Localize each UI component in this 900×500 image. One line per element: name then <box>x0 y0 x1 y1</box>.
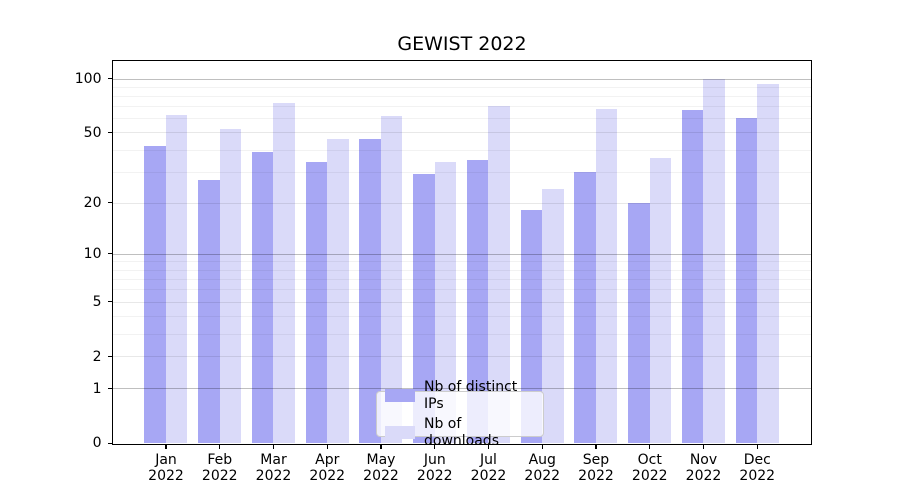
x-tick-mark-oct-2022 <box>649 444 651 449</box>
y-tick-mark-20 <box>107 202 112 204</box>
y-gridline-70 <box>113 106 811 108</box>
legend-item-nb-of-distinct-ips: Nb of distinct IPs <box>385 379 535 413</box>
x-tick-mark-sep-2022 <box>595 444 597 449</box>
x-tick-mark-dec-2022 <box>756 444 758 449</box>
x-tick-label-jan-2022: Jan 2022 <box>148 452 184 484</box>
bar-nb-of-distinct-ips-nov-2022 <box>681 109 704 444</box>
grid-layer <box>113 61 811 444</box>
x-tick-mark-nov-2022 <box>702 444 705 449</box>
x-tick-label-oct-2022: Oct 2022 <box>631 452 668 484</box>
chart-title: GEWIST 2022 <box>397 33 527 55</box>
x-tick-label-nov-2022: Nov 2022 <box>685 452 722 484</box>
y-gridline-60 <box>113 118 811 120</box>
y-gridline-100 <box>113 78 811 80</box>
y-gridline-20 <box>113 202 811 204</box>
y-gridline-4 <box>113 315 811 317</box>
bar-nb-of-downloads-feb-2022 <box>219 129 242 444</box>
y-tick-label-100: 100 <box>74 70 102 87</box>
bar-nb-of-downloads-dec-2022 <box>757 84 779 444</box>
y-gridline-50 <box>113 132 811 134</box>
bar-nb-of-downloads-jul-2022 <box>488 106 510 444</box>
bar-nb-of-distinct-ips-mar-2022 <box>251 151 274 444</box>
y-gridline-90 <box>113 86 811 88</box>
bar-nb-of-downloads-aug-2022 <box>542 188 564 444</box>
legend-label-nb-of-downloads: Nb of downloads <box>424 415 499 449</box>
legend: Nb of distinct IPs Nb of downloads <box>376 379 544 449</box>
x-tick-mark-mar-2022 <box>272 444 275 449</box>
bar-nb-of-downloads-jun-2022 <box>434 162 457 444</box>
y-tick-label-20: 20 <box>83 194 102 211</box>
x-tick-label-dec-2022: Dec 2022 <box>739 452 776 484</box>
bar-nb-of-distinct-ips-aug-2022 <box>520 210 543 444</box>
legend-item-nb-of-downloads: Nb of downloads <box>385 416 535 450</box>
bar-nb-of-downloads-nov-2022 <box>703 78 725 444</box>
y-tick-mark-1 <box>107 387 112 390</box>
y-tick-label-1: 1 <box>92 380 102 397</box>
y-gridline-10 <box>113 253 811 255</box>
y-tick-label-5: 5 <box>92 293 102 310</box>
y-tick-mark-10 <box>107 253 112 255</box>
y-gridline-2 <box>113 356 811 358</box>
y-tick-label-0: 0 <box>92 435 102 452</box>
bar-nb-of-downloads-apr-2022 <box>327 138 349 444</box>
x-tick-label-jul-2022: Jul 2022 <box>470 452 507 484</box>
bar-nb-of-downloads-may-2022 <box>380 115 403 444</box>
x-tick-mark-jul-2022 <box>487 444 490 449</box>
y-tick-mark-0 <box>107 442 112 444</box>
plot-area <box>112 60 812 445</box>
bar-nb-of-distinct-ips-sep-2022 <box>574 171 596 444</box>
x-tick-label-jun-2022: Jun 2022 <box>416 452 453 484</box>
bar-nb-of-distinct-ips-may-2022 <box>359 138 381 444</box>
x-tick-label-mar-2022: Mar 2022 <box>255 452 292 484</box>
x-tick-mark-jun-2022 <box>434 444 436 449</box>
x-tick-mark-may-2022 <box>380 444 382 449</box>
bar-nb-of-distinct-ips-dec-2022 <box>735 118 758 444</box>
bar-nb-of-downloads-jan-2022 <box>165 114 188 444</box>
bar-nb-of-distinct-ips-feb-2022 <box>198 179 220 444</box>
x-tick-mark-jan-2022 <box>165 444 167 449</box>
x-tick-mark-apr-2022 <box>326 444 328 449</box>
y-gridline-30 <box>113 171 811 173</box>
bar-nb-of-distinct-ips-jul-2022 <box>466 160 489 444</box>
bar-nb-of-distinct-ips-apr-2022 <box>305 162 328 444</box>
legend-swatch-nb-of-distinct-ips <box>385 389 415 402</box>
y-tick-mark-2 <box>107 355 112 358</box>
x-tick-mark-aug-2022 <box>541 444 543 449</box>
y-gridline-80 <box>113 95 811 97</box>
y-gridline-5 <box>113 301 811 303</box>
bars-layer <box>113 61 811 444</box>
x-tick-label-aug-2022: Aug 2022 <box>524 452 561 484</box>
bar-nb-of-downloads-mar-2022 <box>273 103 295 444</box>
y-tick-label-2: 2 <box>92 348 102 365</box>
y-tick-mark-5 <box>107 301 112 303</box>
y-gridline-40 <box>113 149 811 151</box>
legend-swatch-nb-of-downloads <box>385 426 415 439</box>
bar-nb-of-distinct-ips-oct-2022 <box>628 202 650 444</box>
x-tick-mark-feb-2022 <box>219 444 221 449</box>
y-tick-label-50: 50 <box>83 124 102 141</box>
bar-nb-of-distinct-ips-jun-2022 <box>413 174 435 444</box>
x-tick-label-sep-2022: Sep 2022 <box>578 452 614 484</box>
bar-nb-of-distinct-ips-jan-2022 <box>144 145 166 444</box>
y-gridline-6 <box>113 289 811 291</box>
x-tick-label-feb-2022: Feb 2022 <box>201 452 238 484</box>
y-tick-mark-50 <box>107 132 112 134</box>
legend-label-nb-of-distinct-ips: Nb of distinct IPs <box>424 378 518 412</box>
y-gridline-3 <box>113 333 811 335</box>
bar-nb-of-downloads-sep-2022 <box>595 108 618 444</box>
bar-nb-of-downloads-oct-2022 <box>649 157 672 444</box>
y-gridline-7 <box>113 278 811 280</box>
y-tick-mark-100 <box>107 78 112 80</box>
y-tick-label-10: 10 <box>83 245 102 262</box>
y-gridline-8 <box>113 269 811 271</box>
y-gridline-1 <box>113 388 811 390</box>
x-tick-label-apr-2022: Apr 2022 <box>309 452 346 484</box>
y-gridline-9 <box>113 261 811 263</box>
x-tick-label-may-2022: May 2022 <box>363 452 399 484</box>
